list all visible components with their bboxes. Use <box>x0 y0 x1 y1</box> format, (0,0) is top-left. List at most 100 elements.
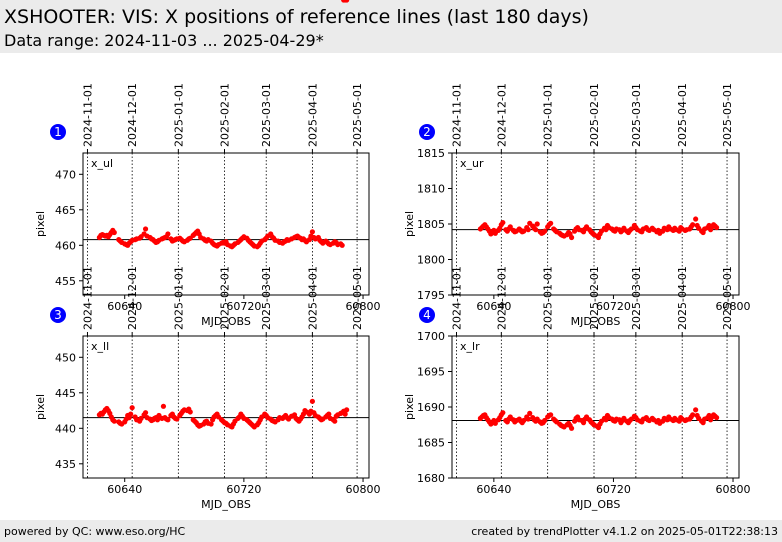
data-point <box>568 425 575 431</box>
date-tick-label: 2025-05-01 <box>721 83 734 147</box>
data-point <box>187 409 193 415</box>
data-point <box>713 224 720 231</box>
date-tick-label: 2025-05-01 <box>351 83 364 147</box>
data-point <box>500 410 506 416</box>
series-label: x_ur <box>460 157 484 170</box>
date-tick-label: 2025-03-01 <box>630 83 643 147</box>
date-tick-label: 2025-02-01 <box>219 83 232 147</box>
data-point <box>693 216 699 222</box>
panel-number-label: 3 <box>54 308 62 322</box>
data-point <box>521 417 527 424</box>
data-point <box>208 421 214 427</box>
y-tick-label: 1795 <box>417 289 445 302</box>
date-tick-label: 2025-02-01 <box>588 83 601 147</box>
date-tick-label: 2024-12-01 <box>126 266 139 330</box>
y-tick-label: 460 <box>55 239 76 252</box>
data-point <box>129 405 135 411</box>
date-tick-label: 2025-01-01 <box>172 266 185 330</box>
data-point <box>342 411 348 417</box>
panel-number-label: 4 <box>423 308 431 322</box>
date-tick-label: 2025-01-01 <box>542 83 555 147</box>
data-point <box>690 222 696 228</box>
series-label: x_ll <box>91 340 109 353</box>
data-point <box>165 231 171 237</box>
data-point <box>309 398 315 404</box>
x-tick-label: 60800 <box>346 483 381 496</box>
y-axis-label: pixel <box>403 394 416 420</box>
data-point <box>690 412 696 418</box>
y-tick-label: 440 <box>55 422 76 435</box>
x-tick-label: 60640 <box>107 483 142 496</box>
data-point <box>568 234 575 241</box>
series-label: x_lr <box>460 340 480 353</box>
date-tick-label: 2024-12-01 <box>126 83 139 147</box>
data-point <box>628 226 634 232</box>
x-tick-label: 60800 <box>716 300 751 313</box>
data-point <box>527 410 533 416</box>
date-tick-label: 2025-03-01 <box>260 83 273 147</box>
y-tick-label: 445 <box>55 387 76 400</box>
date-tick-label: 2024-12-01 <box>495 266 508 330</box>
data-point <box>344 407 350 413</box>
y-tick-label: 1700 <box>417 330 445 343</box>
page-title: XSHOOTER: VIS: X positions of reference … <box>4 6 589 28</box>
x-tick-label: 60720 <box>226 300 261 313</box>
date-tick-label: 2025-02-01 <box>588 266 601 330</box>
data-range-subtitle: Data range: 2024-11-03 ... 2025-04-29* <box>4 31 324 50</box>
y-tick-label: 1815 <box>417 147 445 160</box>
date-tick-label: 2025-05-01 <box>721 266 734 330</box>
panel-number-label: 2 <box>423 125 431 139</box>
data-point <box>492 420 498 426</box>
data-point <box>344 0 350 3</box>
y-tick-label: 1800 <box>417 254 445 267</box>
data-point <box>521 228 527 234</box>
y-tick-label: 455 <box>55 275 76 288</box>
x-axis-label: MJD_OBS <box>201 498 251 511</box>
y-axis-label: pixel <box>34 211 47 237</box>
data-point <box>548 412 554 418</box>
panel-number-badge <box>419 307 435 323</box>
date-tick-label: 2024-11-01 <box>81 266 94 330</box>
panel-number-label: 1 <box>54 125 62 139</box>
data-point <box>142 226 149 232</box>
x-tick-label: 60720 <box>226 483 261 496</box>
data-point <box>160 403 167 409</box>
y-tick-label: 1690 <box>417 401 445 414</box>
date-tick-label: 2025-04-01 <box>676 266 689 330</box>
y-tick-label: 1685 <box>417 437 445 450</box>
data-point <box>713 415 720 421</box>
date-tick-label: 2025-02-01 <box>219 266 232 330</box>
data-point <box>525 227 531 233</box>
y-axis-label: pixel <box>34 394 47 420</box>
x-tick-label: 60720 <box>596 300 631 313</box>
data-point <box>533 227 539 233</box>
footer-credit: powered by QC: www.eso.org/HC <box>4 525 186 538</box>
data-point <box>542 417 548 424</box>
date-tick-label: 2024-11-01 <box>450 83 463 147</box>
y-tick-label: 465 <box>55 204 76 217</box>
date-tick-label: 2025-05-01 <box>351 266 364 330</box>
data-point <box>111 418 117 424</box>
data-point <box>154 417 161 423</box>
data-point <box>548 220 554 226</box>
series-label: x_ul <box>91 157 113 170</box>
y-tick-label: 450 <box>55 351 76 364</box>
x-tick-label: 60640 <box>107 300 142 313</box>
y-tick-label: 1680 <box>417 472 445 485</box>
data-point <box>326 411 332 417</box>
data-point <box>500 219 506 226</box>
data-point <box>174 416 180 422</box>
page-header: XSHOOTER: VIS: X positions of reference … <box>0 0 782 53</box>
y-tick-label: 1695 <box>417 366 445 379</box>
y-axis-label: pixel <box>403 211 416 237</box>
y-tick-label: 470 <box>55 168 76 181</box>
data-point <box>339 242 345 248</box>
date-tick-label: 2024-11-01 <box>81 83 94 147</box>
data-point <box>138 415 144 421</box>
page-footer: powered by QC: www.eso.org/HC created by… <box>0 520 782 542</box>
plot-frame <box>451 335 740 479</box>
panel-number-badge <box>50 307 66 323</box>
x-tick-label: 60800 <box>346 300 381 313</box>
y-tick-label: 1810 <box>417 183 445 196</box>
